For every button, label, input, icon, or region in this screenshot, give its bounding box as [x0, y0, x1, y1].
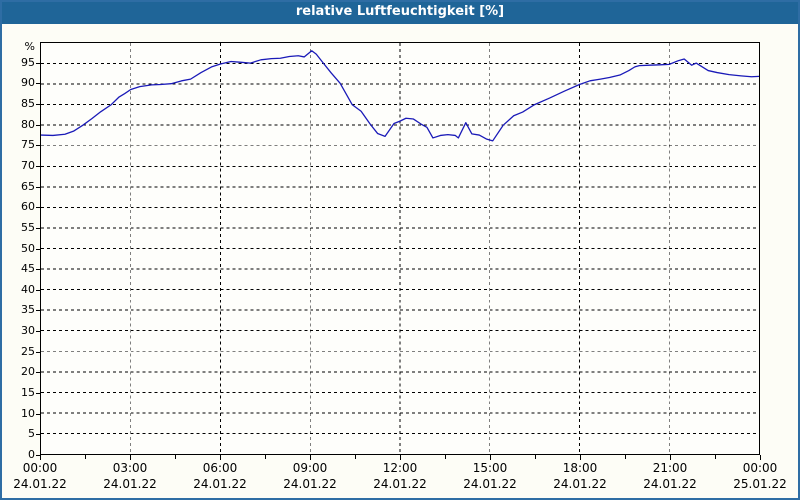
- y-tick-95: [36, 62, 40, 64]
- x-date-label-6: 24.01.22: [193, 477, 247, 491]
- y-tick-label-75: 75: [21, 138, 35, 152]
- y-tick-label-20: 20: [21, 365, 35, 379]
- y-tick-label-90: 90: [21, 76, 35, 90]
- x-tick-00:00: [40, 455, 41, 460]
- y-tick-80: [36, 124, 40, 126]
- y-tick-label-25: 25: [21, 344, 35, 358]
- y-tick-55: [36, 227, 40, 229]
- y-tick-60: [36, 207, 40, 209]
- y-tick-40: [36, 289, 40, 291]
- y-tick-label-50: 50: [21, 241, 35, 255]
- y-tick-20: [36, 372, 40, 374]
- y-tick-label-80: 80: [21, 117, 35, 131]
- humidity-line: [41, 50, 759, 142]
- y-tick-35: [36, 310, 40, 312]
- x-date-label-0: 24.01.22: [13, 477, 67, 491]
- y-axis-unit-label: %: [24, 40, 35, 53]
- plot-area: [40, 42, 760, 455]
- y-tick-65: [36, 186, 40, 188]
- y-tick-15: [36, 393, 40, 395]
- x-time-label-9: 09:00: [292, 461, 328, 475]
- x-date-label-18: 24.01.22: [553, 477, 607, 491]
- x-time-label-6: 06:00: [202, 461, 238, 475]
- y-tick-label-70: 70: [21, 158, 35, 172]
- y-tick-90: [36, 83, 40, 85]
- y-tick-label-45: 45: [21, 262, 35, 276]
- y-tick-25: [36, 351, 40, 353]
- y-tick-85: [36, 103, 40, 105]
- x-time-label-3: 03:00: [112, 461, 148, 475]
- x-tick-15:00: [490, 455, 491, 460]
- x-date-label-24: 25.01.22: [733, 477, 787, 491]
- y-tick-label-55: 55: [21, 220, 35, 234]
- x-date-label-15: 24.01.22: [463, 477, 517, 491]
- y-tick-75: [36, 145, 40, 147]
- x-minor-tick-16.5: [535, 455, 536, 459]
- y-tick-5: [36, 434, 40, 436]
- y-tick-label-95: 95: [21, 55, 35, 69]
- x-date-label-9: 24.01.22: [283, 477, 337, 491]
- y-tick-30: [36, 331, 40, 333]
- x-minor-tick-7.5: [265, 455, 266, 459]
- y-tick-50: [36, 248, 40, 250]
- y-tick-10: [36, 413, 40, 415]
- x-minor-tick-19.5: [625, 455, 626, 459]
- x-time-label-21: 21:00: [652, 461, 688, 475]
- x-tick-00:00: [760, 455, 761, 460]
- y-tick-label-0: 0: [28, 448, 35, 461]
- x-date-label-12: 24.01.22: [373, 477, 427, 491]
- y-tick-label-65: 65: [21, 179, 35, 193]
- x-time-label-24: 00:00: [742, 461, 778, 475]
- x-time-label-12: 12:00: [382, 461, 418, 475]
- x-tick-12:00: [400, 455, 401, 460]
- x-tick-03:00: [130, 455, 131, 460]
- y-tick-label-60: 60: [21, 200, 35, 214]
- humidity-chart: [41, 43, 759, 454]
- window-title-bar: relative Luftfeuchtigkeit [%]: [0, 0, 800, 24]
- x-minor-tick-1.5: [85, 455, 86, 459]
- y-tick-label-5: 5: [28, 427, 35, 441]
- x-minor-tick-4.5: [175, 455, 176, 459]
- x-time-label-15: 15:00: [472, 461, 508, 475]
- x-minor-tick-22.5: [715, 455, 716, 459]
- x-tick-06:00: [220, 455, 221, 460]
- x-time-label-0: 00:00: [22, 461, 58, 475]
- x-minor-tick-13.5: [445, 455, 446, 459]
- y-tick-label-15: 15: [21, 386, 35, 400]
- y-tick-label-40: 40: [21, 282, 35, 296]
- x-date-label-21: 24.01.22: [643, 477, 697, 491]
- y-tick-45: [36, 269, 40, 271]
- x-tick-18:00: [580, 455, 581, 460]
- y-tick-label-35: 35: [21, 303, 35, 317]
- x-minor-tick-10.5: [355, 455, 356, 459]
- y-tick-label-85: 85: [21, 96, 35, 110]
- y-tick-0: [36, 455, 40, 456]
- x-time-label-18: 18:00: [562, 461, 598, 475]
- y-tick-label-30: 30: [21, 324, 35, 338]
- y-tick-70: [36, 165, 40, 167]
- x-tick-09:00: [310, 455, 311, 460]
- y-tick-label-10: 10: [21, 406, 35, 420]
- window-title: relative Luftfeuchtigkeit [%]: [295, 4, 505, 19]
- x-tick-21:00: [670, 455, 671, 460]
- x-date-label-3: 24.01.22: [103, 477, 157, 491]
